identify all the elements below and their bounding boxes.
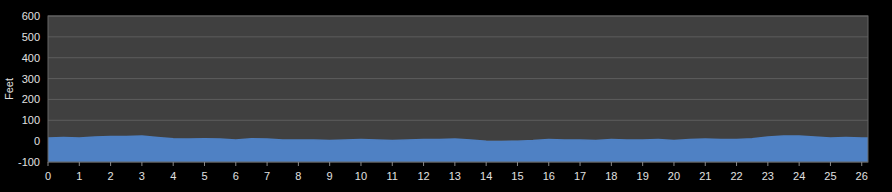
data-group — [48, 136, 868, 162]
x-tick-label: 22 — [730, 170, 742, 182]
x-tick-label: 3 — [139, 170, 145, 182]
y-tick-label: 400 — [22, 52, 40, 64]
x-tick-label: 17 — [574, 170, 586, 182]
y-tick-label: 0 — [34, 135, 40, 147]
x-tick — [705, 162, 706, 166]
x-tick-label: 20 — [668, 170, 680, 182]
x-tick — [861, 162, 862, 166]
x-tick — [611, 162, 612, 166]
x-tick — [235, 162, 236, 166]
x-tick — [173, 162, 174, 166]
x-tick — [830, 162, 831, 166]
x-tick-label: 26 — [856, 170, 868, 182]
x-tick-label: 11 — [387, 170, 398, 182]
x-tick — [110, 162, 111, 166]
x-tick — [204, 162, 205, 166]
x-tick — [141, 162, 142, 166]
x-tick-label: 16 — [543, 170, 555, 182]
grid-line — [48, 120, 868, 121]
x-tick — [298, 162, 299, 166]
x-tick — [486, 162, 487, 166]
x-tick-label: 21 — [699, 170, 711, 182]
x-tick — [799, 162, 800, 166]
x-tick-label: 10 — [355, 170, 367, 182]
x-tick-label: 2 — [108, 170, 114, 182]
x-tick — [548, 162, 549, 166]
y-tick-label: 100 — [22, 114, 40, 126]
x-tick — [79, 162, 80, 166]
grid-line — [48, 57, 868, 58]
grid-line — [48, 99, 868, 100]
x-tick-label: 12 — [417, 170, 429, 182]
x-tick-label: 9 — [327, 170, 333, 182]
y-tick-label: 300 — [22, 73, 40, 85]
plot-frame — [48, 16, 868, 162]
x-tick-label: 5 — [201, 170, 207, 182]
x-tick — [736, 162, 737, 166]
x-tick-label: 6 — [233, 170, 239, 182]
x-tick-label: 8 — [295, 170, 301, 182]
x-tick — [642, 162, 643, 166]
grid-line — [48, 36, 868, 37]
plot-area — [48, 16, 868, 162]
x-tick — [392, 162, 393, 166]
x-tick-label: 19 — [637, 170, 649, 182]
y-tick-label: 600 — [22, 10, 40, 22]
x-tick — [267, 162, 268, 166]
x-tick-label: 7 — [264, 170, 270, 182]
x-tick-label: 1 — [76, 170, 82, 182]
x-tick — [360, 162, 361, 166]
x-tick-label: 25 — [824, 170, 836, 182]
x-tick — [580, 162, 581, 166]
x-tick — [48, 162, 49, 166]
x-tick-label: 23 — [762, 170, 774, 182]
chart: -100010020030040050060001234567891011121… — [0, 0, 892, 192]
x-tick — [423, 162, 424, 166]
x-tick-label: 4 — [170, 170, 176, 182]
x-tick-label: 15 — [511, 170, 523, 182]
y-axis-label: Feet — [3, 78, 15, 100]
background — [0, 0, 892, 192]
area-fill — [48, 136, 868, 162]
elevation-line — [48, 136, 868, 142]
x-tick-label: 0 — [45, 170, 51, 182]
x-tick — [767, 162, 768, 166]
y-tick-label: 500 — [22, 31, 40, 43]
x-tick — [517, 162, 518, 166]
x-tick-label: 18 — [605, 170, 617, 182]
x-tick — [329, 162, 330, 166]
x-tick-label: 14 — [480, 170, 492, 182]
y-tick-label: 200 — [22, 93, 40, 105]
x-tick — [673, 162, 674, 166]
y-tick-label: -100 — [18, 156, 40, 168]
x-tick — [454, 162, 455, 166]
x-tick-label: 24 — [793, 170, 805, 182]
x-tick-label: 13 — [449, 170, 461, 182]
grid-line — [48, 78, 868, 79]
